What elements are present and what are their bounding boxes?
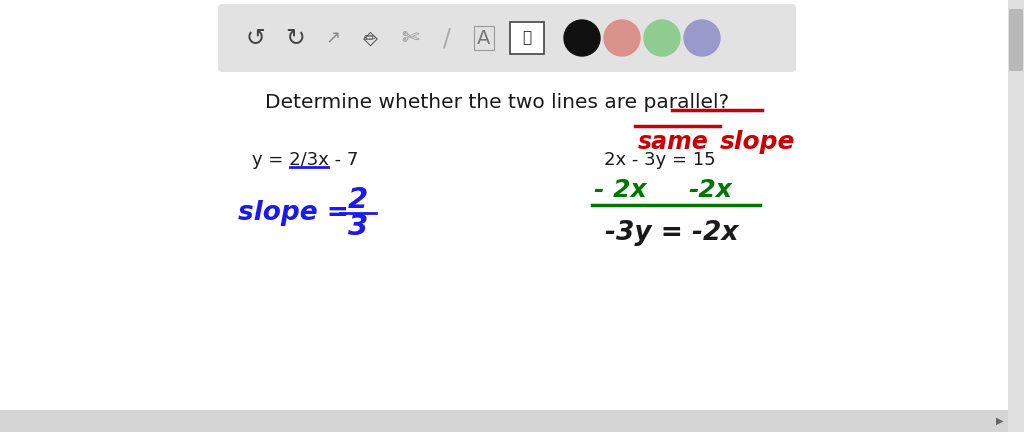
Text: ▶: ▶ — [996, 416, 1004, 426]
Text: y = 2/3x - 7: y = 2/3x - 7 — [252, 151, 358, 169]
Text: 2: 2 — [348, 186, 368, 214]
Text: same: same — [638, 130, 709, 154]
Text: - 2x: - 2x — [594, 178, 646, 202]
Text: slope: slope — [720, 130, 796, 154]
Text: ↺: ↺ — [245, 26, 265, 50]
FancyBboxPatch shape — [218, 4, 796, 72]
FancyBboxPatch shape — [510, 22, 544, 54]
Circle shape — [564, 20, 600, 56]
Circle shape — [684, 20, 720, 56]
Text: 2x - 3y = 15: 2x - 3y = 15 — [604, 151, 716, 169]
Text: ↻: ↻ — [285, 26, 305, 50]
Text: Determine whether the two lines are parallel?: Determine whether the two lines are para… — [265, 92, 729, 111]
Text: 3: 3 — [348, 213, 368, 241]
FancyBboxPatch shape — [1009, 9, 1023, 71]
Text: -2x: -2x — [688, 178, 732, 202]
Text: ↗: ↗ — [326, 29, 341, 47]
Text: ✏: ✏ — [364, 32, 377, 47]
Text: /: / — [443, 26, 451, 50]
Circle shape — [644, 20, 680, 56]
Bar — [0, 410, 1008, 432]
Bar — [1008, 0, 1024, 432]
Text: -3y = -2x: -3y = -2x — [605, 220, 738, 246]
Text: A: A — [477, 29, 490, 48]
Text: ✄: ✄ — [401, 28, 419, 48]
Text: 🖼: 🖼 — [522, 31, 531, 45]
Text: ◇: ◇ — [362, 29, 378, 48]
Text: slope =: slope = — [238, 200, 349, 226]
Circle shape — [604, 20, 640, 56]
